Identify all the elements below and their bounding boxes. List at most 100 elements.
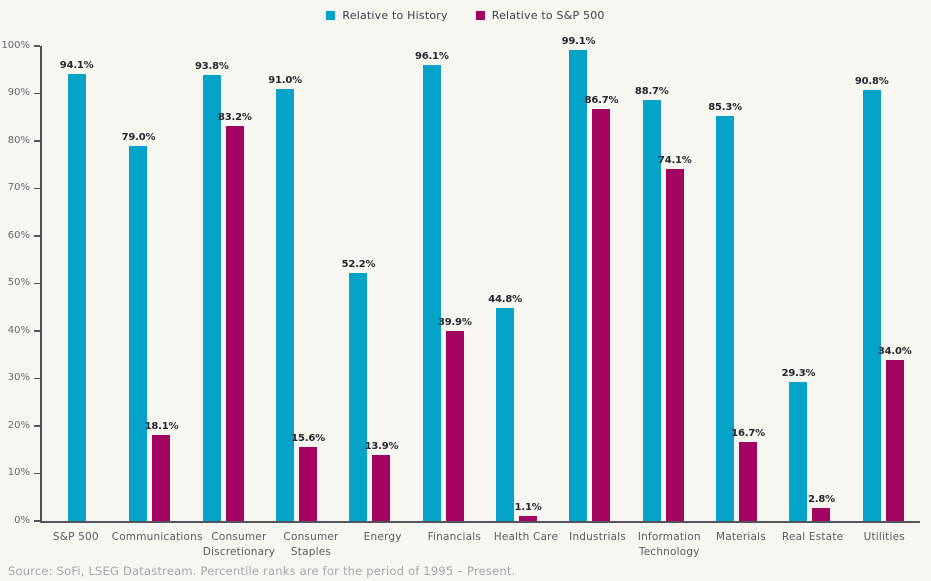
bar-relative-to-history: 29.3% [782, 368, 815, 521]
bar-pair: 52.2% 13.9% [342, 46, 399, 521]
category-label-text: Consumer Discretionary [202, 531, 276, 559]
y-tick: 100% [1, 40, 40, 51]
value-label: 34.0% [877, 345, 912, 357]
bar-group: 99.1% 86.7% [553, 36, 626, 521]
category-label: Energy [347, 530, 419, 560]
bar-relative-to-history: 96.1% [415, 51, 449, 521]
bar-relative-to-history: 88.7% [635, 86, 669, 521]
category-label-text: Consumer Staples [283, 531, 339, 559]
category-label: S&P 500 [40, 530, 112, 560]
y-tick: 90% [8, 87, 40, 98]
legend-label-history: Relative to History [342, 9, 448, 22]
category-label-text: Industrials [569, 531, 627, 543]
category-label-text: Materials [715, 531, 766, 543]
bar-groups: 94.1% 79.0% 18.1% 93.8% 83.2% 91.0% 15.6% 52.2%… [40, 36, 920, 521]
y-tick-label: 90% [7, 87, 30, 99]
value-label: 15.6% [291, 432, 325, 444]
y-tick: 10% [8, 467, 40, 478]
value-label: 16.7% [731, 427, 765, 439]
category-label-text: S&P 500 [52, 531, 99, 543]
value-label: 39.9% [437, 317, 472, 329]
bar-relative-to-sp500: 15.6% [291, 433, 325, 521]
legend: Relative to History Relative to S&P 500 [0, 9, 931, 22]
category-label: Industrials [562, 530, 634, 560]
category-label: Consumer Discretionary [203, 530, 275, 560]
bar-relative-to-sp500: 74.1% [658, 155, 692, 521]
value-label: 18.1% [144, 421, 179, 433]
y-tick-label: 80% [7, 134, 30, 146]
bar-relative-to-sp500: 1.1% [515, 502, 542, 521]
bar-group: 52.2% 13.9% [333, 46, 406, 521]
category-label: Health Care [490, 530, 562, 560]
bar-group: 44.8% 1.1% [480, 46, 553, 521]
value-label: 94.1% [59, 60, 94, 72]
bar-pair: 91.0% 15.6% [268, 46, 325, 521]
bar-pair: 94.1% [60, 46, 94, 521]
y-tick-label: 100% [1, 39, 30, 51]
bar-relative-to-history: 94.1% [60, 60, 94, 521]
x-axis-labels: S&P 500 Communications Consumer Discretion… [40, 530, 920, 560]
category-label-text: Utilities [863, 531, 905, 543]
y-tick-label: 10% [7, 467, 30, 479]
category-label-text: Energy [363, 531, 402, 543]
y-tick: 70% [8, 182, 40, 193]
category-label: Consumer Staples [275, 530, 347, 560]
bar-pair: 88.7% 74.1% [635, 46, 692, 521]
y-tick: 60% [8, 230, 40, 241]
bar-pair: 79.0% 18.1% [122, 46, 179, 521]
value-label: 83.2% [217, 111, 252, 123]
bar-group: 94.1% [40, 46, 113, 521]
category-label: Information Technology [633, 530, 705, 560]
bar-group: 93.8% 83.2% [187, 46, 260, 521]
value-label: 74.1% [657, 155, 692, 167]
category-label-text: Communications [111, 531, 203, 543]
bar-pair: 90.8% 34.0% [855, 46, 912, 521]
value-label: 52.2% [341, 259, 376, 271]
y-tick: 80% [8, 135, 40, 146]
bar-pair: 99.1% 86.7% [562, 36, 619, 521]
value-label: 96.1% [414, 50, 449, 62]
category-label-text: Financials [427, 531, 482, 543]
y-tick: 50% [8, 277, 40, 288]
bar-relative-to-history: 93.8% [195, 61, 229, 521]
bar-relative-to-sp500: 34.0% [878, 346, 912, 521]
bar-relative-to-history: 44.8% [488, 294, 522, 521]
y-tick: 30% [8, 372, 40, 383]
bar-relative-to-history: 52.2% [342, 259, 376, 521]
value-label: 44.8% [488, 294, 522, 306]
bar-relative-to-sp500: 13.9% [365, 441, 399, 521]
y-tick-label: 40% [7, 324, 30, 336]
category-label-text: Real Estate [781, 531, 844, 543]
bar-relative-to-sp500: 83.2% [218, 112, 252, 521]
bar-relative-to-sp500: 2.8% [808, 494, 835, 521]
value-label: 90.8% [854, 75, 889, 87]
y-tick-label: 50% [7, 277, 30, 289]
y-tick-label: 70% [7, 182, 30, 194]
bar-relative-to-sp500: 16.7% [731, 428, 765, 521]
bar-relative-to-history: 85.3% [708, 102, 742, 521]
value-label: 86.7% [584, 95, 619, 107]
value-label: 13.9% [364, 440, 399, 452]
plot-area: 0% 10% 20% 30% 40% 50% 60% 70% 80% 90% 100% 94.1% 7… [1, 36, 920, 558]
y-tick: 0% [14, 515, 40, 526]
bar-relative-to-sp500: 86.7% [585, 95, 619, 521]
bar-relative-to-history: 90.8% [855, 76, 889, 521]
source-note: Source: SoFi, LSEG Datastream. Percentil… [8, 564, 516, 578]
bar-pair: 29.3% 2.8% [782, 46, 835, 521]
legend-swatch-history-icon [326, 11, 336, 20]
y-tick-label: 20% [7, 419, 30, 431]
category-label: Communications [112, 530, 203, 560]
bar-pair: 85.3% 16.7% [708, 46, 765, 521]
bar-group: 79.0% 18.1% [113, 46, 186, 521]
category-label: Materials [705, 530, 777, 560]
category-label: Utilities [848, 530, 920, 560]
bar-group: 29.3% 2.8% [773, 46, 846, 521]
bar-group: 96.1% 39.9% [407, 46, 480, 521]
value-label: 1.1% [514, 501, 542, 513]
legend-swatch-sp500-icon [475, 11, 485, 20]
bar-relative-to-history: 79.0% [122, 132, 156, 521]
y-axis-line [40, 46, 42, 521]
value-label: 79.0% [121, 131, 156, 143]
category-label-text: Information Technology [637, 531, 701, 559]
